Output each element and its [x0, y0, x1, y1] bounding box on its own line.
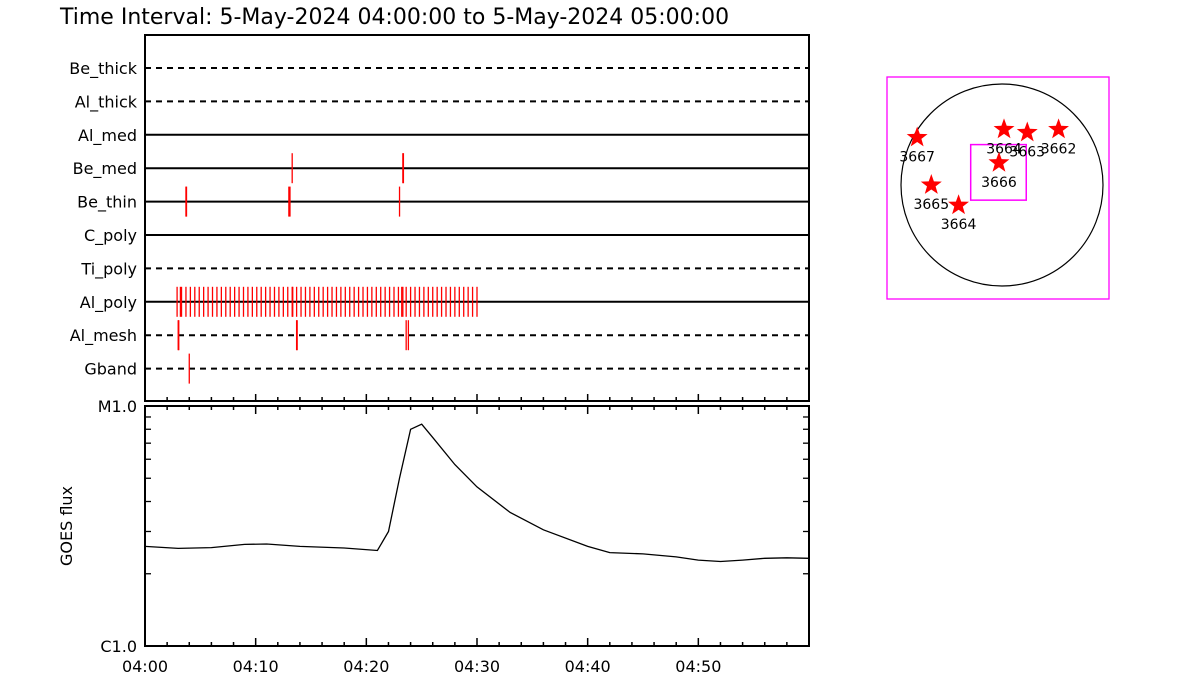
active-region-star: [948, 194, 969, 215]
active-region-star: [1016, 121, 1038, 142]
row-label: Al_med: [78, 126, 137, 146]
x-tick-label: 04:30: [454, 657, 500, 676]
y-axis-title: GOES flux: [57, 486, 76, 566]
x-tick-label: 04:10: [233, 657, 279, 676]
goes-frame: [144, 405, 810, 647]
active-region-star: [920, 174, 942, 194]
row-label: Al_thick: [75, 92, 138, 112]
active-region-star: [1048, 118, 1069, 139]
chart-title: Time Interval: 5-May-2024 04:00:00 to 5-…: [59, 5, 729, 30]
active-region-label: 3667: [899, 150, 935, 166]
y-label-bottom: C1.0: [100, 637, 137, 656]
active-region-star: [993, 118, 1015, 139]
goes-flux-line: [144, 423, 810, 563]
fov-box: [969, 143, 1027, 201]
active-region-label: 3662: [1041, 141, 1077, 157]
active-region-label: 3663: [1009, 144, 1045, 160]
active-region-label: 3665: [913, 197, 949, 213]
row-label: Be_med: [73, 159, 137, 179]
row-label: Be_thin: [77, 193, 137, 213]
x-tick-label: 04:00: [122, 657, 168, 676]
sun-frame: [886, 76, 1110, 300]
x-tick-label: 04:40: [565, 657, 611, 676]
x-tick-label: 04:20: [343, 657, 389, 676]
x-tick-label: 04:50: [675, 657, 721, 676]
goes-panel: M1.0 C1.0 GOES flux 04:00 04:10 04:20 04:30 04:…: [57, 397, 810, 676]
y-label-top: M1.0: [98, 397, 137, 416]
row-label: Al_poly: [80, 293, 137, 313]
active-region-label: 3664: [986, 141, 1022, 157]
timeline-frame: [144, 34, 810, 402]
active-region-label: 3664: [941, 217, 977, 233]
active-region-star: [906, 126, 928, 147]
active-region-star: [988, 151, 1010, 172]
row-label: Gband: [84, 360, 137, 379]
row-label: Ti_poly: [80, 259, 137, 279]
timeline-panel: Be_thick Al_thick Al_med Be_med Be_thin C_pol…: [69, 34, 810, 402]
row-label: Al_mesh: [70, 326, 137, 346]
active-region-label: 3666: [981, 175, 1017, 191]
row-label: Be_thick: [69, 59, 137, 79]
solar-disk: [900, 83, 1104, 287]
row-label: C_poly: [84, 226, 137, 246]
